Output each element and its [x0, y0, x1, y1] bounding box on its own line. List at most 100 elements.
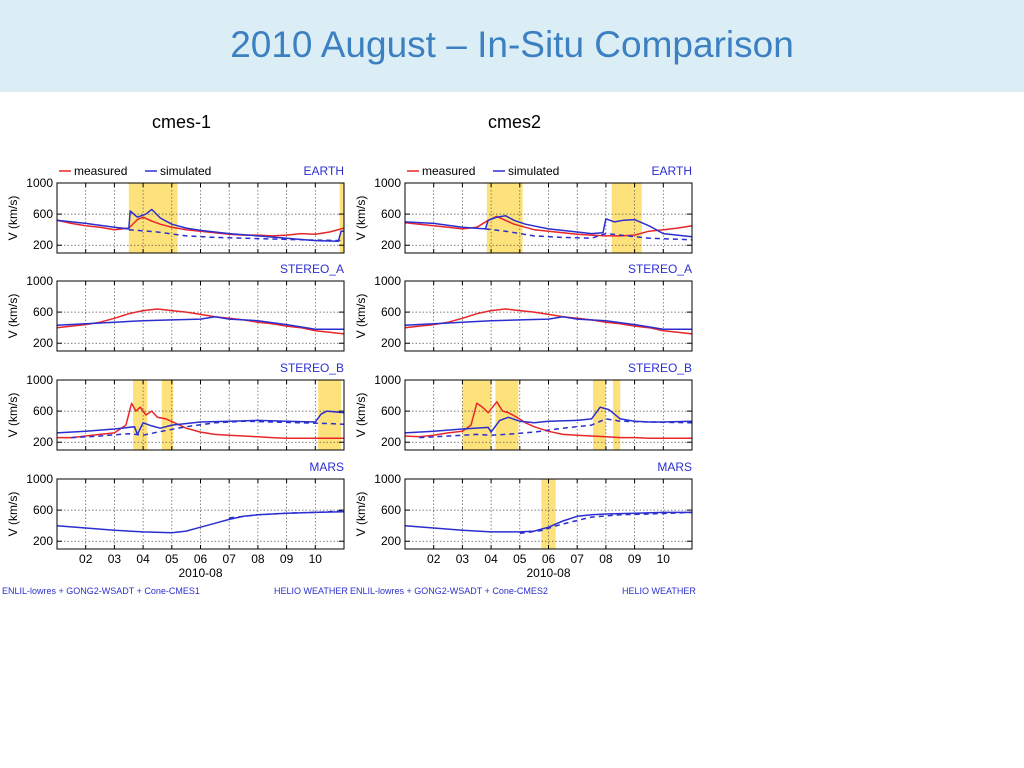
panel-cmes2-stereo_b: 200 600 1000 V (km/s) STEREO_B [354, 361, 693, 451]
legend-label-measured: measured [74, 164, 127, 178]
x-tick-label: 02 [427, 552, 441, 566]
panel-cmes-1-stereo_b: 200 600 1000 V (km/s) STEREO_B [6, 361, 345, 451]
panel-label: STEREO_B [628, 361, 692, 375]
panel-label: STEREO_A [280, 262, 344, 276]
x-tick-label: 03 [456, 552, 470, 566]
x-tick-label: 04 [484, 552, 498, 566]
y-tick-label: 600 [381, 503, 401, 517]
series-line-simulated [56, 316, 344, 330]
y-tick-label: 1000 [374, 274, 401, 288]
legend-label-simulated: simulated [508, 164, 559, 178]
x-tick-label: 06 [542, 552, 556, 566]
highlight-band [161, 380, 174, 450]
footer-model-label: ENLIL-lowres + GONG2-WSADT + Cone-CMES2 [350, 586, 548, 596]
y-tick-label: 200 [381, 534, 401, 548]
y-tick-label: 1000 [374, 373, 401, 387]
panel-label: EARTH [652, 164, 692, 178]
x-tick-label: 03 [108, 552, 122, 566]
panel-cmes-1-mars: 200 600 1000 V (km/s) MARS 02 03 04 05 06 07 08 09 10… [6, 460, 345, 580]
x-tick-label: 02 [79, 552, 93, 566]
highlight-band [495, 380, 519, 450]
panel-cmes2-stereo_a: 200 600 1000 V (km/s) STEREO_A [354, 262, 693, 352]
footer-brand-label: HELIO WEATHER [274, 586, 348, 596]
series-line-simulated [404, 511, 692, 533]
series-line-simulated [56, 208, 344, 243]
panel-cmes-1-stereo_a: 200 600 1000 V (km/s) STEREO_A [6, 262, 345, 352]
panel-label: MARS [309, 460, 344, 474]
x-tick-label: 05 [165, 552, 179, 566]
y-axis-label: V (km/s) [6, 492, 20, 537]
series-line-simulated-dashed [71, 420, 345, 439]
panel-label: MARS [657, 460, 692, 474]
page-title: 2010 August – In-Situ Comparison [230, 24, 794, 65]
series-line-simulated-dashed [229, 510, 345, 519]
highlight-band [462, 380, 492, 450]
y-tick-label: 1000 [26, 176, 53, 190]
x-tick-label: 07 [571, 552, 585, 566]
y-axis-label: V (km/s) [354, 196, 368, 241]
y-axis-label: V (km/s) [6, 196, 20, 241]
series-line-measured [404, 215, 693, 237]
y-axis-label: V (km/s) [354, 393, 368, 438]
series-line-simulated [404, 214, 693, 238]
y-tick-label: 200 [33, 435, 53, 449]
highlight-band [128, 183, 178, 253]
x-tick-label: 07 [223, 552, 237, 566]
title-bar: 2010 August – In-Situ Comparison [0, 0, 1024, 92]
series-line-measured [56, 216, 345, 237]
y-tick-label: 200 [381, 435, 401, 449]
series-line-simulated-dashed [485, 228, 693, 241]
series-line-measured [57, 402, 344, 440]
y-tick-label: 600 [33, 503, 53, 517]
legend-label-measured: measured [422, 164, 475, 178]
highlight-band [339, 183, 344, 253]
y-tick-label: 1000 [26, 274, 53, 288]
series-line-simulated [404, 316, 692, 330]
column-heading-cmes-1: cmes-1 [152, 112, 212, 132]
y-tick-label: 600 [381, 404, 401, 418]
x-tick-label: 04 [136, 552, 150, 566]
y-tick-label: 600 [33, 207, 53, 221]
series-line-simulated [56, 510, 345, 534]
y-tick-label: 1000 [374, 176, 401, 190]
y-tick-label: 200 [381, 336, 401, 350]
series-line-simulated-dashed [519, 511, 693, 535]
y-tick-label: 200 [33, 238, 53, 252]
series-line-simulated-dashed [128, 228, 345, 242]
x-tick-label: 10 [309, 552, 323, 566]
highlight-band [592, 380, 606, 450]
y-tick-label: 600 [381, 207, 401, 221]
x-axis-label: 2010-08 [526, 566, 570, 580]
y-tick-label: 200 [33, 336, 53, 350]
panel-cmes2-earth: 200 600 1000 V (km/s) EARTH measured simulated [354, 164, 693, 254]
highlight-band [318, 380, 342, 450]
panel-cmes-1-earth: 200 600 1000 V (km/s) EARTH measured simulated [6, 164, 345, 254]
x-tick-label: 08 [599, 552, 613, 566]
series-line-simulated [56, 410, 345, 436]
x-tick-label: 06 [194, 552, 208, 566]
footer-model-label: ENLIL-lowres + GONG2-WSADT + Cone-CMES1 [2, 586, 200, 596]
y-axis-label: V (km/s) [6, 393, 20, 438]
panel-cmes2-mars: 200 600 1000 V (km/s) MARS 02 03 04 05 06 07 08 09 10… [354, 460, 693, 580]
y-tick-label: 600 [381, 305, 401, 319]
y-tick-label: 600 [33, 305, 53, 319]
legend-label-simulated: simulated [160, 164, 211, 178]
series-line-measured [404, 308, 693, 335]
y-tick-label: 1000 [26, 472, 53, 486]
y-axis-label: V (km/s) [6, 294, 20, 339]
series-line-measured [404, 401, 692, 440]
series-line-simulated-dashed [419, 418, 693, 439]
x-tick-label: 09 [628, 552, 642, 566]
highlight-band [611, 183, 642, 253]
panel-label: STEREO_A [628, 262, 692, 276]
x-tick-label: 10 [657, 552, 671, 566]
y-tick-label: 1000 [26, 373, 53, 387]
x-tick-label: 09 [280, 552, 294, 566]
column-heading-cmes2: cmes2 [488, 112, 542, 132]
y-axis-label: V (km/s) [354, 294, 368, 339]
footer-brand-label: HELIO WEATHER [622, 586, 696, 596]
x-axis-label: 2010-08 [178, 566, 222, 580]
y-tick-label: 600 [33, 404, 53, 418]
panel-label: STEREO_B [280, 361, 344, 375]
